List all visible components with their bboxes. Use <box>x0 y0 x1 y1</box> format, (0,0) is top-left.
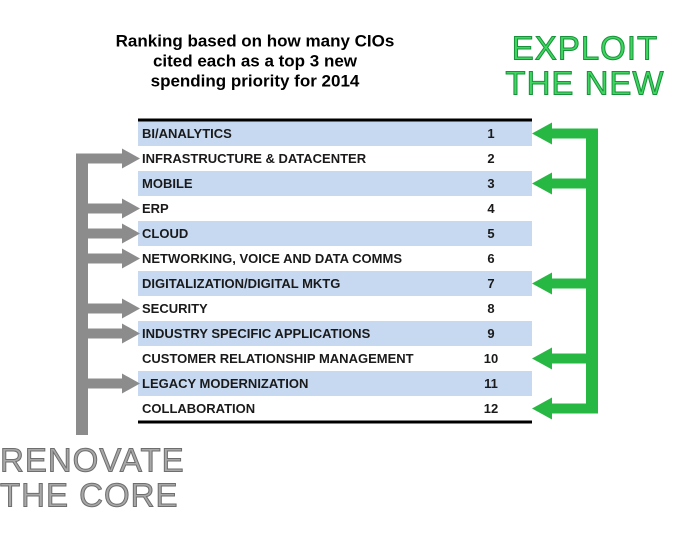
renovate-arrow-shaft <box>82 203 124 214</box>
row-band <box>138 371 532 396</box>
renovate-arrow-head <box>122 198 140 219</box>
renovate-arrow-shaft <box>82 303 124 314</box>
item-rank: 4 <box>487 201 495 216</box>
exploit-arrow-shaft <box>550 353 590 364</box>
row-band <box>138 221 532 246</box>
item-name: DIGITALIZATION/DIGITAL MKTG <box>142 276 340 291</box>
renovate-arrow-head <box>122 148 140 169</box>
exploit-arrow-shaft <box>550 278 590 289</box>
table: BI/ANALYTICS 1 INFRASTRUCTURE & DATACENTER… <box>138 118 532 424</box>
renovate-arrow-head <box>122 298 140 319</box>
item-rank: 6 <box>487 251 494 266</box>
exploit-arrow-shaft <box>550 128 590 139</box>
item-rank: 5 <box>487 226 494 241</box>
row-band <box>138 121 532 146</box>
row-band <box>138 321 532 346</box>
item-name: ERP <box>142 201 169 216</box>
title: Ranking based on how many CIOs cited eac… <box>116 31 395 90</box>
item-rank: 12 <box>484 401 498 416</box>
row-band <box>138 271 532 296</box>
item-name: INFRASTRUCTURE & DATACENTER <box>142 151 367 166</box>
exploit-arrow-head <box>532 272 552 295</box>
exploit-arrow-head <box>532 122 552 145</box>
title-line: spending priority for 2014 <box>151 71 360 90</box>
exploit-arrow-head <box>532 347 552 370</box>
row-band <box>138 171 532 196</box>
renovate-arrow-shaft <box>82 253 124 264</box>
renovate-bar <box>76 153 88 435</box>
item-rank: 8 <box>487 301 494 316</box>
renovate-arrow-shaft <box>82 328 124 339</box>
renovate-arrow-head <box>122 373 140 394</box>
renovate-arrow-shaft <box>82 378 124 389</box>
item-name: NETWORKING, VOICE AND DATA COMMS <box>142 251 402 266</box>
exploit-bar <box>586 128 598 414</box>
item-name: SECURITY <box>142 301 208 316</box>
exploit-label: THE NEW <box>505 65 664 102</box>
item-name: BI/ANALYTICS <box>142 126 232 141</box>
item-rank: 3 <box>487 176 494 191</box>
exploit-arrow-shaft <box>550 403 590 414</box>
renovate-arrow-head <box>122 323 140 344</box>
item-name: LEGACY MODERNIZATION <box>142 376 308 391</box>
renovate-label: THE CORE <box>0 477 179 514</box>
exploit-arrow-shaft <box>550 178 590 189</box>
item-rank: 11 <box>484 376 498 391</box>
renovate-label: RENOVATE <box>0 442 185 479</box>
renovate-arrow-head <box>122 223 140 244</box>
item-name: CUSTOMER RELATIONSHIP MANAGEMENT <box>142 351 414 366</box>
renovate-arrow-shaft <box>82 153 124 164</box>
item-rank: 9 <box>487 326 494 341</box>
renovate-arrow-head <box>122 248 140 269</box>
item-rank: 2 <box>487 151 494 166</box>
title-line: cited each as a top 3 new <box>153 51 358 70</box>
arrows <box>76 122 598 435</box>
item-rank: 1 <box>487 126 494 141</box>
item-name: CLOUD <box>142 226 188 241</box>
item-name: COLLABORATION <box>142 401 255 416</box>
exploit-label: EXPLOIT <box>512 30 658 67</box>
item-name: MOBILE <box>142 176 193 191</box>
item-rank: 7 <box>487 276 494 291</box>
exploit-arrow-head <box>532 172 552 195</box>
item-name: INDUSTRY SPECIFIC APPLICATIONS <box>142 326 371 341</box>
title-line: Ranking based on how many CIOs <box>116 31 395 50</box>
item-rank: 10 <box>484 351 498 366</box>
renovate-arrow-shaft <box>82 228 124 239</box>
exploit-arrow-head <box>532 397 552 420</box>
